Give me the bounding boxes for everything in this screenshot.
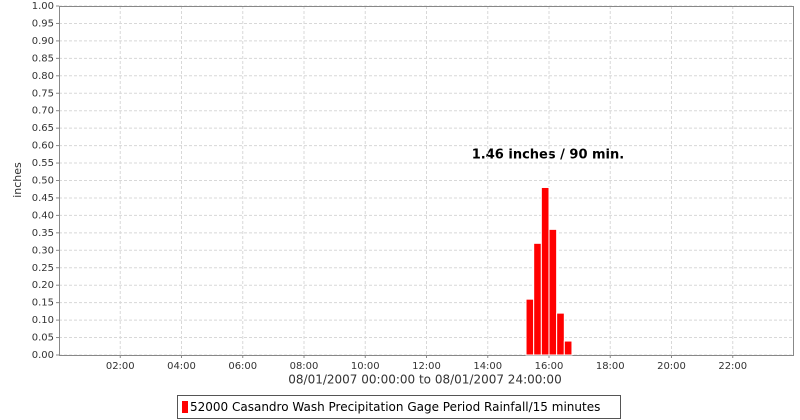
y-tick-label: 0.75 [32, 88, 54, 99]
bar [525, 298, 535, 356]
plot-border [59, 6, 794, 356]
x-tick-label: 22:00 [718, 361, 747, 372]
x-tick-label: 02:00 [106, 361, 135, 372]
y-tick-label: 0.90 [32, 36, 54, 47]
y-tick-label: 0.05 [32, 333, 54, 344]
y-tick-label: 0.50 [32, 176, 54, 187]
y-tick-label: 0.85 [32, 53, 54, 64]
x-tick-label: 18:00 [596, 361, 625, 372]
y-tick-label: 0.70 [32, 106, 54, 117]
bar [563, 340, 573, 356]
x-tick-label: 20:00 [657, 361, 686, 372]
y-tick-label: 0.10 [32, 315, 54, 326]
bar [556, 312, 565, 356]
x-axis-title: 08/01/2007 00:00:00 to 08/01/2007 24:00:… [288, 373, 561, 387]
y-tick-label: 1.00 [32, 1, 54, 12]
x-tick-label: 08:00 [290, 361, 319, 372]
bar [548, 228, 558, 356]
y-tick-label: 0.25 [32, 263, 54, 274]
y-tick-label: 0.45 [32, 193, 54, 204]
y-tick-label: 0.15 [32, 298, 54, 309]
x-tick-label: 10:00 [351, 361, 380, 372]
bar [540, 186, 550, 356]
y-axis-title: inches [11, 162, 24, 198]
y-tick-label: 0.35 [32, 228, 54, 239]
y-tick-label: 0.40 [32, 210, 54, 221]
annotation: 1.46 inches / 90 min. [472, 148, 624, 163]
bar [533, 242, 542, 356]
y-tick-label: 0.95 [32, 18, 54, 29]
y-tick-label: 0.00 [32, 350, 54, 361]
x-tick-label: 12:00 [412, 361, 441, 372]
y-tick-label: 0.30 [32, 245, 54, 256]
y-tick-label: 0.20 [32, 280, 54, 291]
x-tick-label: 04:00 [167, 361, 196, 372]
y-tick-label: 0.65 [32, 123, 54, 134]
x-tick-label: 06:00 [228, 361, 257, 372]
y-tick-label: 0.60 [32, 141, 54, 152]
legend-swatch [182, 401, 188, 413]
legend-label: 52000 Casandro Wash Precipitation Gage P… [190, 400, 600, 414]
x-tick-label: 16:00 [535, 361, 564, 372]
legend-box [177, 395, 621, 419]
y-tick-label: 0.55 [32, 158, 54, 169]
x-tick-label: 14:00 [473, 361, 502, 372]
y-tick-label: 0.80 [32, 71, 54, 82]
